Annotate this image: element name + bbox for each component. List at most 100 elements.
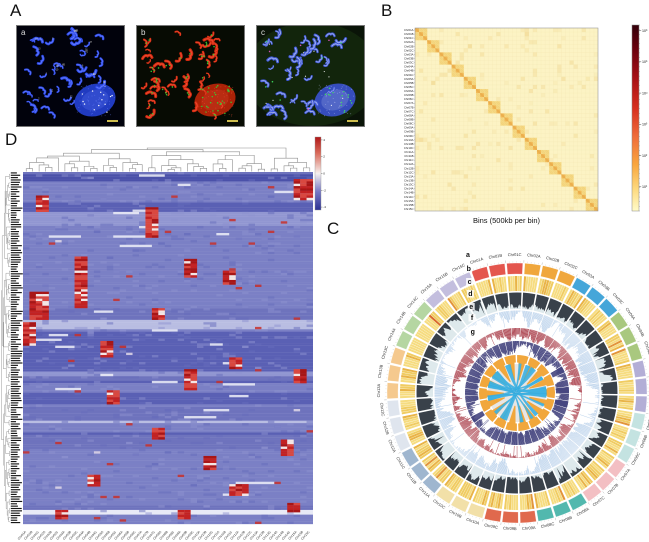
svg-text:Chr09A: Chr09A xyxy=(404,126,414,130)
svg-text:Chr02B: Chr02B xyxy=(546,255,561,263)
ring-d-histogram xyxy=(434,310,600,476)
ring-ticks xyxy=(384,260,649,526)
svg-text:5: 5 xyxy=(52,39,54,41)
svg-text:Chr11A: Chr11A xyxy=(404,150,413,154)
heatmap-colorbar xyxy=(314,136,322,211)
svg-text:Chr09B: Chr09B xyxy=(503,525,517,531)
fish-image-b-canvas xyxy=(137,26,244,126)
svg-text:42: 42 xyxy=(93,74,96,76)
svg-text:Chr04B: Chr04B xyxy=(404,69,414,73)
svg-text:a: a xyxy=(466,252,470,259)
ring-c-histogram xyxy=(416,292,618,494)
svg-text:1: 1 xyxy=(46,73,48,75)
svg-text:c: c xyxy=(468,279,472,286)
scale-bar xyxy=(347,120,358,122)
fish-image-c: c xyxy=(256,25,365,127)
svg-text:38: 38 xyxy=(103,82,106,84)
svg-text:1: 1 xyxy=(74,31,76,33)
circos-plot: Chr01A Chr01B Chr01C Chr02A Chr02BChr02CChr0… xyxy=(376,251,649,531)
svg-text:Chr09C: Chr09C xyxy=(484,522,499,530)
hic-contact-map: Chr01AChr01BChr01CChr02AChr02BChr02CChr0… xyxy=(404,24,648,225)
svg-text:2: 2 xyxy=(38,98,40,100)
svg-text:6: 6 xyxy=(82,65,84,67)
svg-text:Chr11B: Chr11B xyxy=(404,154,413,158)
svg-text:Bins (500kb per bin): Bins (500kb per bin) xyxy=(473,216,541,225)
svg-text:1: 1 xyxy=(79,39,81,41)
svg-text:Chr07C: Chr07C xyxy=(404,109,414,113)
svg-text:Chr11C: Chr11C xyxy=(395,456,406,470)
svg-text:Chr04C: Chr04C xyxy=(643,341,649,356)
svg-text:Chr15B: Chr15B xyxy=(435,271,449,283)
svg-text:Chr07B: Chr07B xyxy=(404,105,414,109)
svg-text:Chr15A: Chr15A xyxy=(419,282,433,295)
svg-text:Chr14B: Chr14B xyxy=(404,191,414,195)
svg-text:Chr02A: Chr02A xyxy=(527,252,541,259)
svg-text:37: 37 xyxy=(90,42,93,44)
svg-text:Chr01A: Chr01A xyxy=(469,256,484,265)
svg-text:Chr13A: Chr13A xyxy=(404,174,414,178)
svg-text:43: 43 xyxy=(62,65,65,67)
svg-text:Chr09B: Chr09B xyxy=(404,130,414,134)
svg-text:10³: 10³ xyxy=(642,123,648,127)
svg-text:Chr01C: Chr01C xyxy=(508,252,522,257)
svg-text:Chr06B: Chr06B xyxy=(404,93,414,97)
svg-text:Chr03A: Chr03A xyxy=(581,269,595,280)
svg-text:1: 1 xyxy=(40,38,42,40)
svg-text:Chr03B: Chr03B xyxy=(404,57,414,61)
image-letter: b xyxy=(141,28,146,37)
svg-text:Chr01C: Chr01C xyxy=(404,36,414,40)
row-labels xyxy=(10,172,23,524)
svg-text:3: 3 xyxy=(103,82,105,84)
fish-image-a: 13 5 18 26 10 3 42 41 16 1 25 32 43 8 6 39 6 38 1 1 37 1 2 23 40… xyxy=(16,25,125,127)
svg-text:25: 25 xyxy=(74,31,77,33)
svg-text:Chr01B: Chr01B xyxy=(488,253,503,260)
svg-text:Chr08A: Chr08A xyxy=(404,113,414,117)
svg-text:Chr02C: Chr02C xyxy=(404,48,414,52)
svg-text:Chr05A: Chr05A xyxy=(404,77,414,81)
svg-text:Chr09C: Chr09C xyxy=(404,134,414,138)
svg-text:Chr04A: Chr04A xyxy=(625,307,637,321)
svg-text:Chr08A: Chr08A xyxy=(576,506,591,517)
svg-text:Chr10C: Chr10C xyxy=(404,146,414,150)
svg-text:32: 32 xyxy=(70,96,73,98)
svg-text:12: 12 xyxy=(51,91,54,93)
left-dendrogram xyxy=(1,173,10,523)
svg-text:Chr13C: Chr13C xyxy=(404,183,414,187)
svg-text:Chr06C: Chr06C xyxy=(404,97,414,101)
svg-text:Chr10B: Chr10B xyxy=(448,508,463,519)
svg-text:Chr15C: Chr15C xyxy=(404,207,414,211)
svg-text:Chr11C: Chr11C xyxy=(404,158,413,162)
svg-text:b: b xyxy=(467,266,471,273)
svg-text:10⁶: 10⁶ xyxy=(642,29,648,33)
svg-text:Chr10B: Chr10B xyxy=(404,142,414,146)
synteny-ribbons xyxy=(487,363,547,423)
svg-text:Chr05B: Chr05B xyxy=(404,81,414,85)
svg-text:Chr06A: Chr06A xyxy=(645,416,649,431)
svg-text:Chr04A: Chr04A xyxy=(404,65,414,69)
svg-text:Chr08C: Chr08C xyxy=(540,521,555,529)
fish-image-b: b xyxy=(136,25,245,127)
svg-text:10¹: 10¹ xyxy=(642,185,648,189)
panel-d-label: D xyxy=(5,130,18,149)
svg-text:Chr08C: Chr08C xyxy=(404,122,414,126)
svg-text:e: e xyxy=(469,304,473,311)
svg-text:8: 8 xyxy=(62,65,64,67)
svg-text:Chr02A: Chr02A xyxy=(404,40,414,44)
svg-text:13: 13 xyxy=(38,48,41,50)
svg-text:26: 26 xyxy=(56,66,59,68)
svg-text:Chr10A: Chr10A xyxy=(466,517,481,526)
svg-text:10: 10 xyxy=(56,69,59,71)
svg-text:41: 41 xyxy=(85,52,88,54)
svg-text:Chr06A: Chr06A xyxy=(404,89,414,93)
svg-text:Chr13B: Chr13B xyxy=(377,364,384,379)
ring-e-histogram xyxy=(451,327,583,459)
svg-text:Chr02B: Chr02B xyxy=(404,44,414,48)
svg-text:Chr08B: Chr08B xyxy=(558,515,573,525)
svg-text:40: 40 xyxy=(74,31,77,33)
svg-text:Chr03C: Chr03C xyxy=(404,61,414,65)
svg-text:Chr05C: Chr05C xyxy=(404,85,414,89)
ring-b-density xyxy=(399,276,635,511)
svg-text:6: 6 xyxy=(56,66,58,68)
svg-text:10²: 10² xyxy=(642,154,648,158)
